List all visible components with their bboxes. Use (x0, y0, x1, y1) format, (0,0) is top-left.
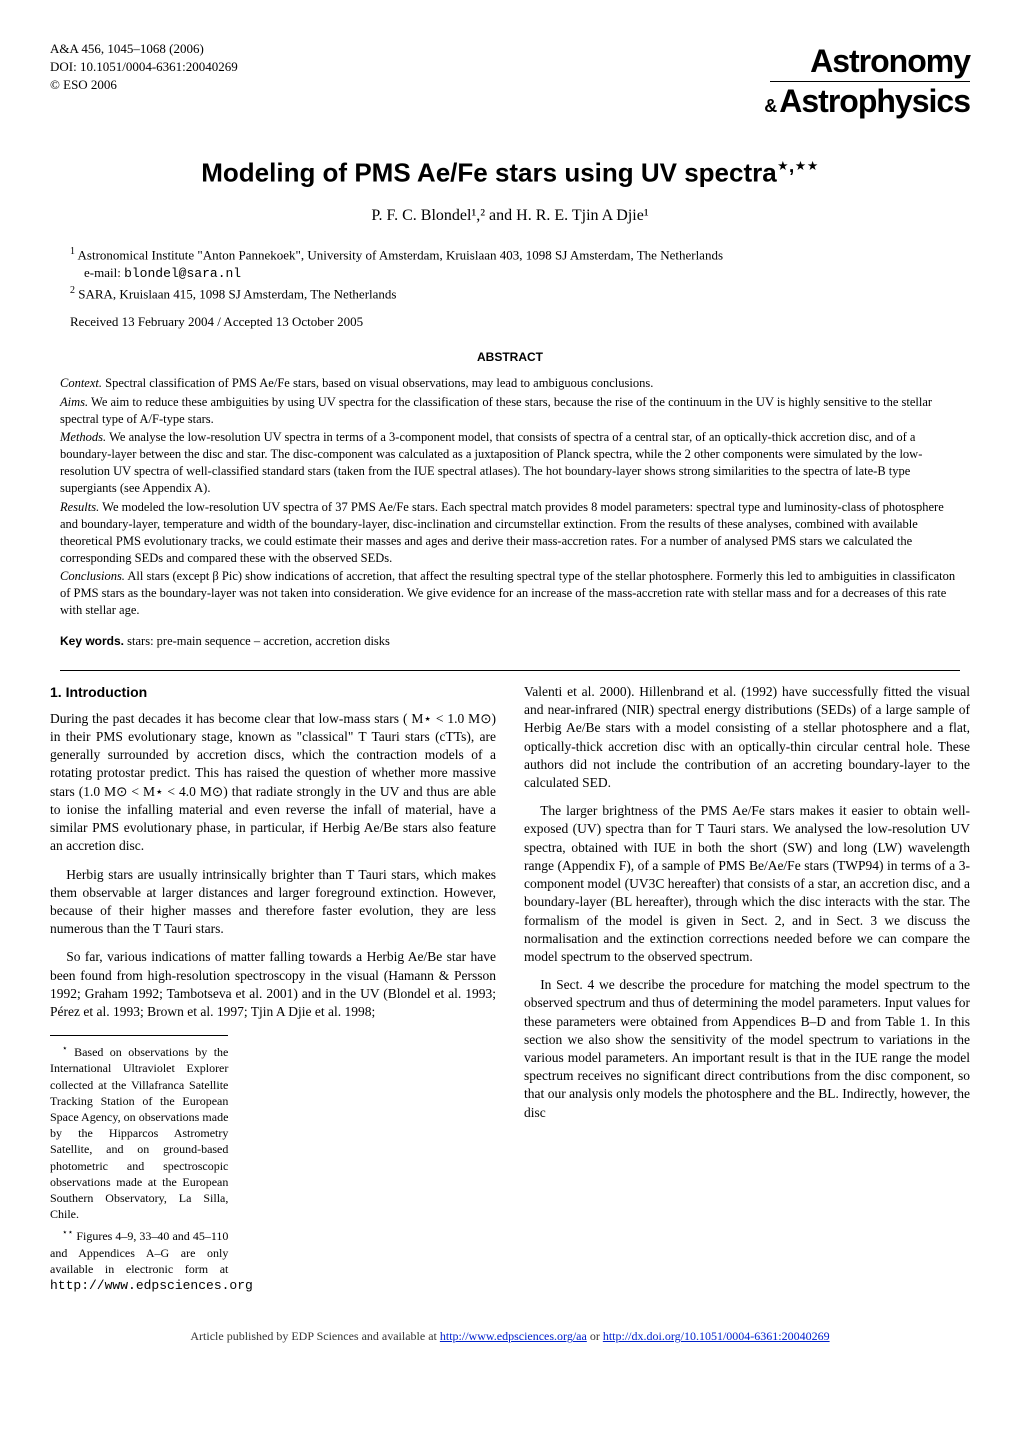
footnote-1-text: Based on observations by the Internation… (50, 1045, 228, 1221)
email-label: e-mail: (84, 265, 121, 280)
results-label: Results. (60, 500, 99, 514)
methods-label: Methods. (60, 430, 106, 444)
section-1-heading: 1. Introduction (50, 683, 496, 702)
footer-text-2: or (587, 1329, 603, 1343)
footnote-1-star: ⋆ (62, 1043, 68, 1053)
affil-text: Astronomical Institute "Anton Pannekoek"… (78, 247, 723, 262)
page-footer: Article published by EDP Sciences and av… (50, 1328, 970, 1344)
abstract-block: Context. Spectral classification of PMS … (60, 375, 960, 619)
footnote-2-star: ⋆⋆ (62, 1227, 73, 1237)
body-columns: 1. Introduction During the past decades … (50, 683, 970, 1299)
copyright-line: © ESO 2006 (50, 76, 238, 94)
abstract-aims: Aims. We aim to reduce these ambiguities… (60, 394, 960, 428)
context-text: Spectral classification of PMS Ae/Fe sta… (105, 376, 653, 390)
footer-link-1[interactable]: http://www.edpsciences.org/aa (440, 1329, 587, 1343)
aims-label: Aims. (60, 395, 88, 409)
received-accepted-dates: Received 13 February 2004 / Accepted 13 … (70, 313, 970, 331)
citation-line: A&A 456, 1045–1068 (2006) (50, 40, 238, 58)
affiliation-1: 1 Astronomical Institute "Anton Pannekoe… (70, 245, 970, 282)
title-text: Modeling of PMS Ae/Fe stars using UV spe… (201, 158, 776, 188)
title-footnote-stars: ⋆,⋆⋆ (777, 155, 819, 177)
intro-p2: Herbig stars are usually intrinsically b… (50, 866, 496, 939)
intro-p4: Valenti et al. 2000). Hillenbrand et al.… (524, 683, 970, 792)
abstract-heading: ABSTRACT (50, 349, 970, 365)
affiliation-2: 2 SARA, Kruislaan 415, 1098 SJ Amsterdam… (70, 284, 970, 303)
footer-text-1: Article published by EDP Sciences and av… (190, 1329, 439, 1343)
journal-name-bottom: Astrophysics (779, 83, 970, 119)
doi-line: DOI: 10.1051/0004-6361:20040269 (50, 58, 238, 76)
abstract-methods: Methods. We analyse the low-resolution U… (60, 429, 960, 497)
journal-ampersand: & (764, 94, 777, 118)
footer-link-2[interactable]: http://dx.doi.org/10.1051/0004-6361:2004… (603, 1329, 830, 1343)
methods-text: We analyse the low-resolution UV spectra… (60, 430, 922, 495)
footnote-1: ⋆ Based on observations by the Internati… (50, 1042, 228, 1222)
intro-p5: The larger brightness of the PMS Ae/Fe s… (524, 802, 970, 966)
intro-p3: So far, various indications of matter fa… (50, 948, 496, 1021)
abstract-results: Results. We modeled the low-resolution U… (60, 499, 960, 567)
affil-text: SARA, Kruislaan 415, 1098 SJ Amsterdam, … (78, 286, 396, 301)
conclusions-label: Conclusions. (60, 569, 125, 583)
footnote-2-text: Figures 4–9, 33–40 and 45–110 and Append… (50, 1229, 228, 1275)
authors-line: P. F. C. Blondel¹,² and H. R. E. Tjin A … (50, 205, 970, 227)
journal-logo: Astronomy &Astrophysics (764, 40, 970, 123)
citation-block: A&A 456, 1045–1068 (2006) DOI: 10.1051/0… (50, 40, 238, 95)
affiliations-block: 1 Astronomical Institute "Anton Pannekoe… (50, 245, 970, 303)
abstract-context: Context. Spectral classification of PMS … (60, 375, 960, 392)
conclusions-text: All stars (except β Pic) show indication… (60, 569, 955, 617)
footnote-2-url: http://www.edpsciences.org (50, 1278, 253, 1293)
keywords-text: stars: pre-main sequence – accretion, ac… (127, 634, 390, 648)
author-email: blondel@sara.nl (124, 266, 241, 281)
aims-text: We aim to reduce these ambiguities by us… (60, 395, 932, 426)
footnotes-block: ⋆ Based on observations by the Internati… (50, 1035, 228, 1294)
context-label: Context. (60, 376, 102, 390)
keywords-label: Key words. (60, 634, 124, 648)
keywords-line: Key words. stars: pre-main sequence – ac… (60, 633, 960, 650)
footnote-2: ⋆⋆ Figures 4–9, 33–40 and 45–110 and App… (50, 1226, 228, 1294)
results-text: We modeled the low-resolution UV spectra… (60, 500, 944, 565)
abstract-conclusions: Conclusions. All stars (except β Pic) sh… (60, 568, 960, 619)
page-header: A&A 456, 1045–1068 (2006) DOI: 10.1051/0… (50, 40, 970, 123)
affil-num: 1 (70, 246, 75, 257)
journal-name-top: Astronomy (764, 40, 970, 83)
affil-num: 2 (70, 285, 75, 296)
intro-p1: During the past decades it has become cl… (50, 710, 496, 856)
divider-rule (60, 670, 960, 671)
journal-name-bottom-row: &Astrophysics (764, 80, 970, 123)
paper-title: Modeling of PMS Ae/Fe stars using UV spe… (50, 153, 970, 191)
intro-p6: In Sect. 4 we describe the procedure for… (524, 976, 970, 1122)
